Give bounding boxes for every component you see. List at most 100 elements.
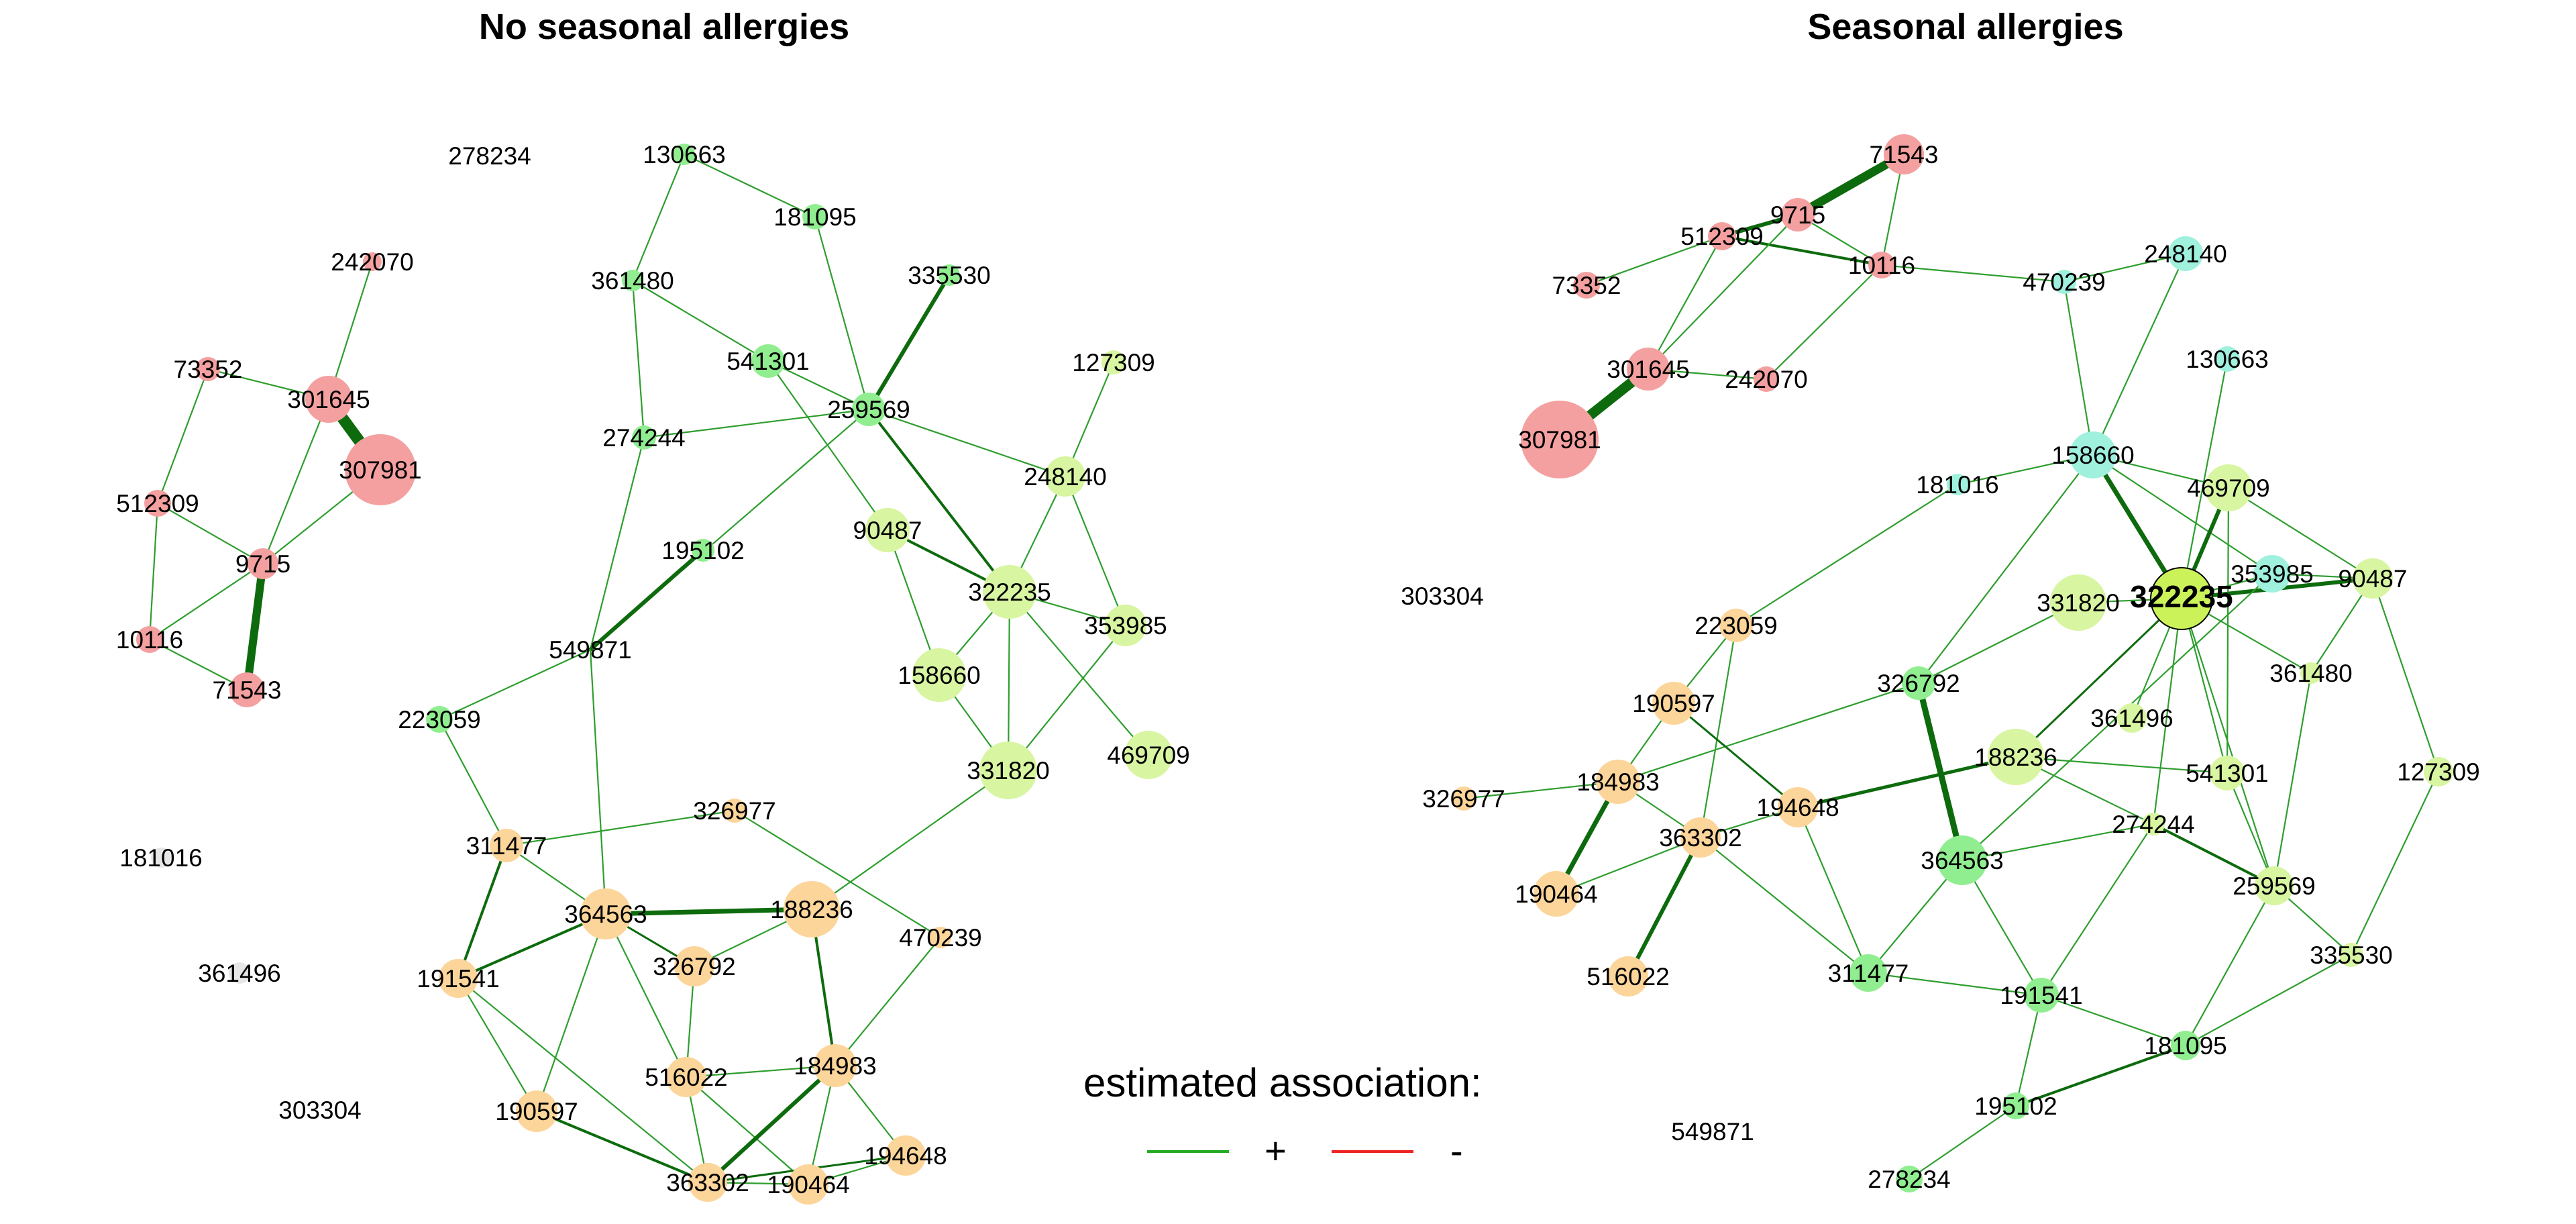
edge-191541-195102	[2015, 994, 2043, 1107]
node-label-71543: 71543	[1870, 141, 1939, 168]
edge-layer-left	[148, 153, 1150, 1186]
edge-353985-364563	[1961, 572, 2273, 862]
node-194648: 194648	[1756, 787, 1839, 827]
node-label-242070: 242070	[1725, 366, 1807, 393]
node-circle-512309	[1708, 222, 1736, 250]
node-516022: 516022	[645, 1057, 728, 1097]
node-274244: 274244	[602, 424, 685, 452]
edge-516022-190464	[685, 1076, 810, 1186]
node-circle-363302	[1680, 817, 1721, 858]
node-549871: 549871	[549, 636, 631, 664]
node-label-364563: 364563	[564, 901, 647, 928]
node-512309: 512309	[1680, 222, 1764, 250]
node-331820: 331820	[2037, 574, 2120, 631]
node-274244: 274244	[2112, 811, 2194, 838]
node-label-90487: 90487	[2339, 565, 2408, 593]
node-circle-274244	[632, 425, 656, 450]
node-circle-9715	[1781, 198, 1815, 232]
node-label-190464: 190464	[1515, 880, 1597, 908]
edge-311477-326977	[505, 809, 736, 847]
node-circle-326977	[1452, 786, 1476, 811]
edge-512309-73352	[1585, 235, 1723, 287]
node-label-307981: 307981	[1518, 426, 1601, 454]
node-353985: 353985	[2231, 555, 2314, 593]
node-circle-90487	[2353, 558, 2393, 599]
node-181016: 181016	[119, 844, 202, 872]
node-361480: 361480	[2269, 660, 2352, 687]
node-361496: 361496	[198, 960, 280, 987]
edge-364563-191541	[1961, 859, 2043, 997]
node-circle-516022	[666, 1057, 706, 1097]
edge-274244-259569	[2152, 823, 2275, 887]
node-90487: 90487	[853, 508, 922, 552]
node-label-303304: 303304	[278, 1096, 361, 1124]
node-188236: 188236	[770, 881, 853, 937]
node-circle-516022	[1608, 956, 1648, 997]
node-circle-364563	[1937, 835, 1987, 885]
node-label-353985: 353985	[1084, 612, 1167, 640]
node-195102: 195102	[661, 537, 744, 564]
node-label-274244: 274244	[602, 424, 685, 452]
node-326792: 326792	[653, 946, 736, 986]
edge-181095-259569	[814, 215, 870, 411]
node-353985: 353985	[1084, 605, 1167, 646]
node-circle-71543	[1884, 134, 1924, 174]
node-circle-335530	[2339, 943, 2363, 967]
node-label-307981: 307981	[339, 456, 421, 484]
node-circle-331820	[2050, 574, 2106, 631]
node-label-194648: 194648	[1756, 794, 1839, 821]
node-circle-194648	[1778, 787, 1818, 827]
node-label-181016: 181016	[119, 844, 202, 872]
node-label-541301: 541301	[2186, 760, 2268, 787]
edge-10116-242070	[1765, 264, 1883, 380]
node-470239: 470239	[899, 924, 981, 952]
node-circle-335530	[938, 264, 960, 286]
node-label-311477: 311477	[466, 832, 547, 860]
node-label-242070: 242070	[331, 248, 413, 276]
node-label-326792: 326792	[1877, 670, 1960, 697]
edge-73352-512309	[156, 368, 209, 505]
edge-274244-364563	[1961, 823, 2155, 862]
node-circle-188236	[1988, 729, 2044, 785]
edge-130663-322235	[2180, 358, 2229, 600]
node-331820: 331820	[967, 742, 1050, 799]
node-307981: 307981	[1518, 401, 1601, 478]
edge-259569-248140	[867, 408, 1067, 478]
node-circle-248140	[1045, 456, 1085, 497]
edge-364563-190597	[535, 913, 607, 1113]
node-circle-248140	[2168, 236, 2203, 271]
edge-549871-223059	[438, 648, 592, 721]
node-label-549871: 549871	[1671, 1118, 1754, 1145]
node-circle-242070	[1754, 366, 1779, 392]
edge-71543-9715	[1793, 150, 1909, 219]
node-circle-73352	[1573, 272, 1600, 299]
edge-364563-516022	[604, 913, 688, 1078]
node-label-223059: 223059	[398, 706, 480, 733]
edge-331820-188236	[810, 769, 1010, 911]
node-label-190597: 190597	[1632, 690, 1715, 717]
edge-549871-364563	[589, 648, 607, 915]
edge-331820-326792	[1917, 601, 2080, 684]
node-circle-73352	[196, 357, 220, 381]
node-circle-322235	[983, 565, 1036, 619]
node-301645: 301645	[1607, 348, 1690, 391]
node-circle-10116	[1868, 252, 1895, 278]
node-circle-326792	[674, 946, 714, 986]
node-469709: 469709	[1107, 731, 1190, 779]
edge-248140-158660	[2092, 252, 2187, 456]
node-470239: 470239	[2023, 268, 2105, 296]
edge-512309-301645	[1647, 235, 1723, 370]
node-circle-259569	[852, 393, 885, 426]
node-364563: 364563	[1921, 835, 2004, 885]
node-label-90487: 90487	[853, 517, 922, 544]
node-label-184983: 184983	[1576, 768, 1659, 796]
edge-188236-194648	[1796, 755, 2018, 809]
node-191541: 191541	[2000, 978, 2083, 1013]
node-circle-158660	[912, 648, 966, 702]
node-circle-181016	[151, 848, 171, 868]
node-circle-71543	[229, 672, 264, 707]
legend: estimated association: + -	[1083, 1060, 1482, 1172]
node-label-361496: 361496	[198, 960, 280, 987]
node-label-541301: 541301	[727, 348, 809, 375]
